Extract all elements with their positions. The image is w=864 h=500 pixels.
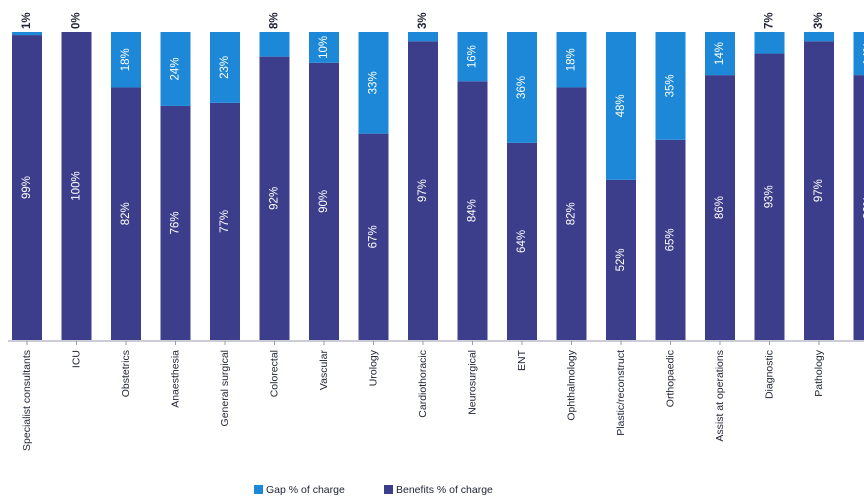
category-label-ophthalmology: Ophthalmology <box>566 349 578 420</box>
bar-gap-colorectal <box>259 32 290 57</box>
label-gap-assist-at-operations: 14% <box>714 42 726 65</box>
category-axis: Specialist consultants ICU Obstetrics Anaes… <box>21 341 864 451</box>
bar-benefits-general-surgical <box>210 102 240 340</box>
bar-gap-diagnostic <box>754 32 785 54</box>
bar-gap-obstetrics <box>111 32 141 88</box>
bar-gap-anaesthesia <box>160 32 191 106</box>
label-benefits-assist-at-operations: 86% <box>714 196 726 219</box>
bar-benefits-neurosurgical <box>457 81 488 340</box>
label-gap-anaesthesia: 24% <box>170 57 182 80</box>
bar-benefits-icu <box>61 32 92 340</box>
label-gap-pathology: 3% <box>813 12 825 29</box>
label-gap-icu: 0% <box>71 12 83 29</box>
label-benefits-general-surgical: 77% <box>219 210 231 233</box>
label-benefits-specialist-consultants: 99% <box>21 176 33 199</box>
bar-gap-plastic-reconstruct <box>606 32 636 180</box>
category-label-obstetrics: Obstetrics <box>120 350 132 397</box>
bar-gap-neurosurgical <box>457 32 488 82</box>
label-benefits-ent: 64% <box>516 230 528 253</box>
bar-benefits-specialist-consultants <box>12 35 42 341</box>
bar-benefits-assist-at-operations <box>705 75 735 341</box>
label-gap-vascular: 10% <box>318 36 330 59</box>
category-label-specialist-consultants: Specialist consultants <box>21 350 33 451</box>
bar-gap-urology <box>358 32 389 134</box>
label-benefits-other: 86% <box>863 196 864 219</box>
label-benefits-pathology: 97% <box>813 179 825 202</box>
category-label-anaesthesia: Anaesthesia <box>170 350 182 408</box>
bar-benefits-plastic-reconstruct <box>606 179 636 340</box>
label-benefits-orthopaedic: 65% <box>665 228 677 251</box>
bar-benefits-anaesthesia <box>160 105 191 340</box>
bar-gap-orthopaedic <box>655 32 686 140</box>
label-gap-ophthalmology: 18% <box>566 48 578 71</box>
label-gap-ent: 36% <box>516 76 528 99</box>
bar-benefits-other <box>853 75 864 341</box>
label-gap-general-surgical: 23% <box>219 56 231 79</box>
label-gap-neurosurgical: 16% <box>467 45 479 68</box>
bar-gap-other <box>853 32 864 76</box>
label-gap-colorectal: 8% <box>269 12 281 29</box>
category-label-neurosurgical: Neurosurgical <box>467 350 479 415</box>
label-benefits-neurosurgical: 84% <box>467 199 479 222</box>
bar-benefits-cardiothoracic <box>408 41 438 341</box>
category-label-urology: Urology <box>368 349 380 386</box>
bar-benefits-urology <box>358 133 389 340</box>
label-gap-cardiothoracic: 3% <box>417 12 429 29</box>
bar-gap-pathology <box>804 32 834 42</box>
category-label-vascular: Vascular <box>318 350 330 391</box>
bar-benefits-obstetrics <box>111 87 141 340</box>
bar-benefits-diagnostic <box>754 53 785 341</box>
bar-gap-ent <box>507 32 537 143</box>
bar-gap-cardiothoracic <box>408 32 438 42</box>
category-label-cardiothoracic: Cardiothoracic <box>417 350 429 418</box>
bar-benefits-orthopaedic <box>655 139 686 340</box>
bar-benefits-colorectal <box>259 56 290 340</box>
bar-benefits-pathology <box>804 41 834 341</box>
category-label-icu: ICU <box>71 350 83 368</box>
category-label-plastic-reconstruct: Plastic/reconstruct <box>615 350 627 436</box>
label-benefits-obstetrics: 82% <box>120 202 132 225</box>
legend: Gap % of charge Benefits % of charge <box>254 484 493 496</box>
label-benefits-colorectal: 92% <box>269 187 281 210</box>
label-gap-obstetrics: 18% <box>120 48 132 71</box>
bar-gap-general-surgical <box>210 32 240 103</box>
label-gap-specialist-consultants: 1% <box>21 12 33 29</box>
label-benefits-vascular: 90% <box>318 190 330 213</box>
label-benefits-anaesthesia: 76% <box>170 211 182 234</box>
bar-benefits-vascular <box>309 62 339 341</box>
category-label-orthopaedic: Orthopaedic <box>665 350 677 407</box>
label-benefits-urology: 67% <box>368 225 380 248</box>
legend-label-gap: Gap % of charge <box>266 484 345 496</box>
category-label-colorectal: Colorectal <box>269 350 281 397</box>
label-benefits-cardiothoracic: 97% <box>417 179 429 202</box>
label-gap-orthopaedic: 35% <box>665 74 677 97</box>
category-label-ent: ENT <box>516 349 528 371</box>
category-label-pathology: Pathology <box>813 349 825 396</box>
bar-gap-ophthalmology <box>556 32 587 88</box>
bar-benefits-ent <box>507 142 537 340</box>
label-gap-diagnostic: 7% <box>764 12 776 29</box>
label-benefits-diagnostic: 93% <box>764 185 776 208</box>
legend-swatch-gap <box>254 485 263 494</box>
label-benefits-icu: 100% <box>71 171 83 200</box>
category-label-diagnostic: Diagnostic <box>764 350 776 399</box>
label-gap-other: 14% <box>863 42 864 65</box>
label-gap-urology: 33% <box>368 71 380 94</box>
bar-benefits-ophthalmology <box>556 87 587 340</box>
legend-swatch-benefits <box>384 485 393 494</box>
label-benefits-ophthalmology: 82% <box>566 202 578 225</box>
bars-layer <box>12 32 864 341</box>
labels-layer: 99% 1% 100% 0% 82% 18% 76% 24% 77% 23% 92% 8% 90% 10%… <box>21 12 864 271</box>
bar-gap-vascular <box>309 32 339 63</box>
label-gap-plastic-reconstruct: 48% <box>615 94 627 117</box>
category-label-assist-at-operations: Assist at operations <box>714 350 726 442</box>
legend-label-benefits: Benefits % of charge <box>396 484 493 496</box>
bar-gap-assist-at-operations <box>705 32 735 76</box>
category-label-general-surgical: General surgical <box>219 350 231 426</box>
bar-gap-specialist-consultants <box>12 32 42 36</box>
label-benefits-plastic-reconstruct: 52% <box>615 248 627 271</box>
category-label-other: Other <box>863 350 864 377</box>
